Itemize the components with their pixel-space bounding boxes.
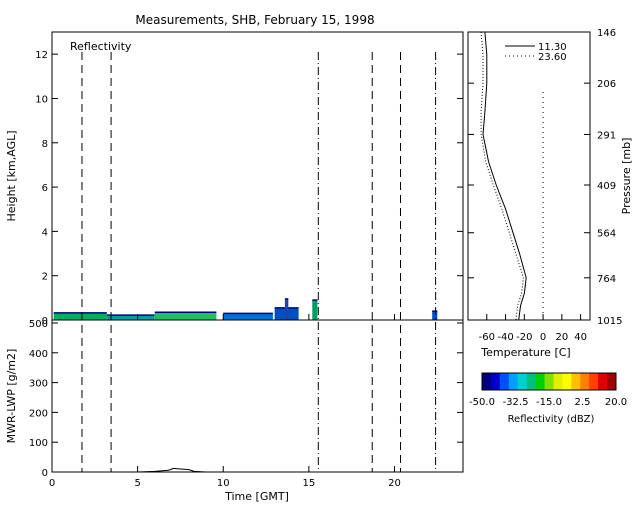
time-tick-label: 15 xyxy=(303,478,316,489)
legend-entry-1: 11.30 xyxy=(538,42,567,53)
colorbar: -50.0 -32.5 -15.0 2.5 20.0 Reflectivity (dBZ… xyxy=(469,372,627,425)
colorbar-tick-label: -50.0 xyxy=(469,397,495,408)
height-tick-label: 12 xyxy=(35,50,48,61)
colorbar-cell xyxy=(553,373,563,390)
colorbar-label: Reflectivity (dBZ) xyxy=(508,414,595,425)
pressure-tick-label: 206 xyxy=(597,79,616,90)
colorbar-cell xyxy=(598,373,608,390)
height-tick-label: 10 xyxy=(35,94,48,105)
lwp-tick-label: 100 xyxy=(29,438,48,449)
colorbar-tick-label: -32.5 xyxy=(503,397,529,408)
lwp-series-line xyxy=(52,467,455,473)
temperature-tick-label: 20 xyxy=(555,332,568,343)
pressure-tick-label: 1015 xyxy=(597,316,622,327)
temperature-tick-label: -20 xyxy=(516,332,532,343)
colorbar-cell xyxy=(589,373,599,390)
colorbar-cell xyxy=(571,373,581,390)
colorbar-cell xyxy=(580,373,590,390)
lwp-tick-label: 300 xyxy=(29,379,48,390)
temperature-tick-label: -60 xyxy=(479,332,495,343)
colorbar-cell xyxy=(490,373,501,390)
lwp-tick-label: 500 xyxy=(29,319,48,330)
colorbar-frame xyxy=(481,372,617,391)
cloud-echo-mark xyxy=(53,312,107,320)
lwp-panel: MWR-LWP [g/m2] 0 100 200 300 400 500 xyxy=(5,319,464,479)
pressure-tick-label: 764 xyxy=(597,274,616,285)
lwp-axis-ticks: 0 100 200 300 400 500 xyxy=(29,319,463,479)
colorbar-cell xyxy=(526,373,537,390)
cloud-echo-layer xyxy=(53,298,438,320)
colorbar-cell xyxy=(499,373,510,390)
reflectivity-plot-frame xyxy=(51,31,464,321)
legend-entry-2: 23.60 xyxy=(538,52,567,63)
cloud-echo-mark xyxy=(312,300,318,320)
colorbar-cell xyxy=(607,373,617,390)
time-tick-label: 20 xyxy=(388,478,401,489)
time-tick-label: 0 xyxy=(49,478,55,489)
pressure-axis-ticks: 146 206 291 409 564 764 1015 xyxy=(468,28,622,327)
temperature-tick-label: -40 xyxy=(497,332,513,343)
colorbar-cell xyxy=(482,373,492,390)
time-tick-label: 5 xyxy=(134,478,140,489)
pressure-tick-label: 146 xyxy=(597,28,616,39)
colorbar-cell xyxy=(535,373,546,390)
time-tick-label: 10 xyxy=(217,478,230,489)
cloud-echo-mark xyxy=(106,315,155,320)
colorbar-cell xyxy=(562,373,572,390)
colorbar-tick-label: 20.0 xyxy=(605,397,627,408)
height-tick-label: 4 xyxy=(42,227,48,238)
pressure-tick-label: 564 xyxy=(597,229,616,240)
pressure-tick-label: 409 xyxy=(597,181,616,192)
lwp-plot-frame xyxy=(51,319,464,473)
sounding-plot-frame xyxy=(467,31,591,321)
height-tick-label: 6 xyxy=(42,183,48,194)
reflectivity-panel: Reflectivity Height [km,AGL] 0 2 4 6 8 10 12 xyxy=(5,31,464,327)
lwp-tick-label: 200 xyxy=(29,408,48,419)
lwp-axis-label: MWR-LWP [g/m2] xyxy=(5,349,18,444)
colorbar-cell xyxy=(517,373,528,390)
height-tick-label: 0 xyxy=(42,316,48,327)
temperature-tick-label: 40 xyxy=(574,332,587,343)
sounding-panel: 146 206 291 409 564 764 1015 Pressure [mb] -60… xyxy=(467,28,633,359)
height-tick-label: 8 xyxy=(42,139,48,150)
colorbar-ticks: -50.0 -32.5 -15.0 2.5 20.0 xyxy=(469,397,627,408)
lwp-tick-label: 400 xyxy=(29,349,48,360)
time-axis-ticks: 0 5 10 15 20 xyxy=(49,314,401,489)
colorbar-tick-label: -15.0 xyxy=(536,397,562,408)
temperature-axis-label: Temperature [C] xyxy=(480,346,570,359)
colorbar-cell xyxy=(544,373,554,390)
colorbar-cell xyxy=(508,373,519,390)
sounding-line-23-60 xyxy=(480,31,524,321)
reflectivity-label: Reflectivity xyxy=(70,40,132,53)
sounding-lines xyxy=(480,31,527,321)
time-axis-label: Time [GMT] xyxy=(224,490,289,503)
sounding-legend: 11.30 23.60 xyxy=(505,42,567,63)
colorbar-cells xyxy=(482,373,617,390)
cloud-echo-mark xyxy=(223,313,273,320)
sounding-line-11-30 xyxy=(482,31,527,321)
temperature-tick-label: 0 xyxy=(540,332,546,343)
pressure-axis-label: Pressure [mb] xyxy=(620,138,633,215)
height-axis-ticks: 0 2 4 6 8 10 12 xyxy=(35,50,463,327)
temperature-axis-ticks: -60 -40 -20 0 20 40 xyxy=(479,314,587,343)
chart-title: Measurements, SHB, February 15, 1998 xyxy=(135,13,374,27)
cloud-echo-mark xyxy=(432,311,438,320)
height-axis-label: Height [km,AGL] xyxy=(5,130,18,221)
pressure-tick-label: 291 xyxy=(597,130,616,141)
cloud-echo-mark xyxy=(284,298,289,320)
time-marker-lines xyxy=(81,52,437,472)
lwp-tick-label: 0 xyxy=(42,468,48,479)
colorbar-tick-label: 2.5 xyxy=(575,397,591,408)
height-tick-label: 2 xyxy=(42,272,48,283)
cloud-echo-mark xyxy=(154,312,217,320)
